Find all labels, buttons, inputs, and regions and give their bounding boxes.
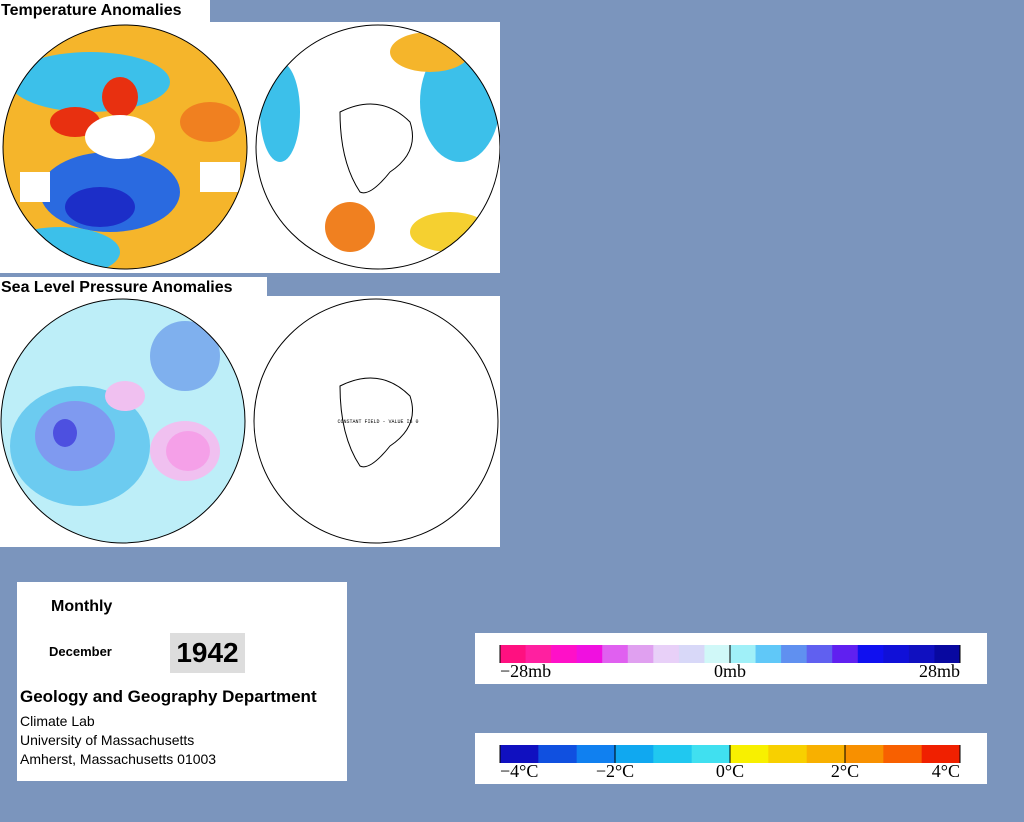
color-swatch	[678, 645, 705, 663]
period: Monthly	[51, 598, 113, 615]
color-swatch	[500, 745, 539, 763]
colorbar-label: 0°C	[716, 761, 744, 781]
color-swatch	[730, 745, 769, 763]
color-swatch	[691, 745, 731, 763]
department: Geology and Geography Department	[20, 687, 317, 706]
color-swatch	[845, 745, 884, 763]
address-line: Climate Lab	[20, 713, 95, 729]
map-title: Temperature Anomalies	[0, 0, 210, 22]
pressure-colorbar: −28mb 0mb 28mb	[475, 633, 987, 684]
color-swatch	[602, 645, 629, 663]
color-swatch	[500, 645, 527, 663]
map-title: Sea Level Pressure Anomalies	[0, 277, 267, 297]
color-swatch	[525, 645, 552, 663]
color-swatch	[615, 745, 654, 763]
address-line: University of Massachusetts	[20, 732, 195, 748]
color-swatch	[832, 645, 859, 663]
colorbar-label: 2°C	[831, 761, 859, 781]
color-swatch	[576, 645, 603, 663]
pressure-maps: CONSTANT FIELD - VALUE IS 0	[0, 296, 500, 547]
color-swatch	[755, 645, 782, 663]
color-swatch	[908, 645, 935, 663]
color-swatch	[576, 745, 616, 763]
colorbar-label: −2°C	[596, 761, 634, 781]
color-swatch	[934, 645, 961, 663]
color-swatch	[704, 645, 731, 663]
temperature-colorbar: −4°C −2°C 0°C 2°C 4°C	[475, 733, 987, 784]
color-swatch	[781, 645, 808, 663]
temperature-maps	[0, 22, 500, 273]
color-swatch	[806, 645, 833, 663]
colorbar-label: 4°C	[932, 761, 960, 781]
color-swatch	[883, 645, 910, 663]
color-swatch	[551, 645, 578, 663]
color-swatch	[653, 645, 680, 663]
color-swatch	[627, 645, 654, 663]
address-line: Amherst, Massachusetts 01003	[20, 751, 217, 767]
color-swatch	[653, 745, 693, 763]
color-swatch	[857, 645, 884, 663]
info-panel: Monthly December 1942 Geology and Geogra…	[17, 582, 347, 781]
colorbar-label: −28mb	[500, 661, 551, 681]
color-swatch	[730, 645, 757, 663]
map-note: CONSTANT FIELD - VALUE IS 0	[337, 419, 418, 425]
color-swatch	[883, 745, 923, 763]
color-swatch	[921, 745, 961, 763]
year: 1942	[170, 633, 245, 673]
color-swatch	[768, 745, 808, 763]
address: Climate Lab University of Massachusetts Am…	[20, 712, 216, 769]
colorbar-label: 0mb	[714, 661, 746, 681]
month: December	[49, 644, 112, 659]
colorbar-label: −4°C	[500, 761, 538, 781]
color-swatch	[538, 745, 578, 763]
colorbar-label: 28mb	[919, 661, 960, 681]
color-swatch	[806, 745, 846, 763]
